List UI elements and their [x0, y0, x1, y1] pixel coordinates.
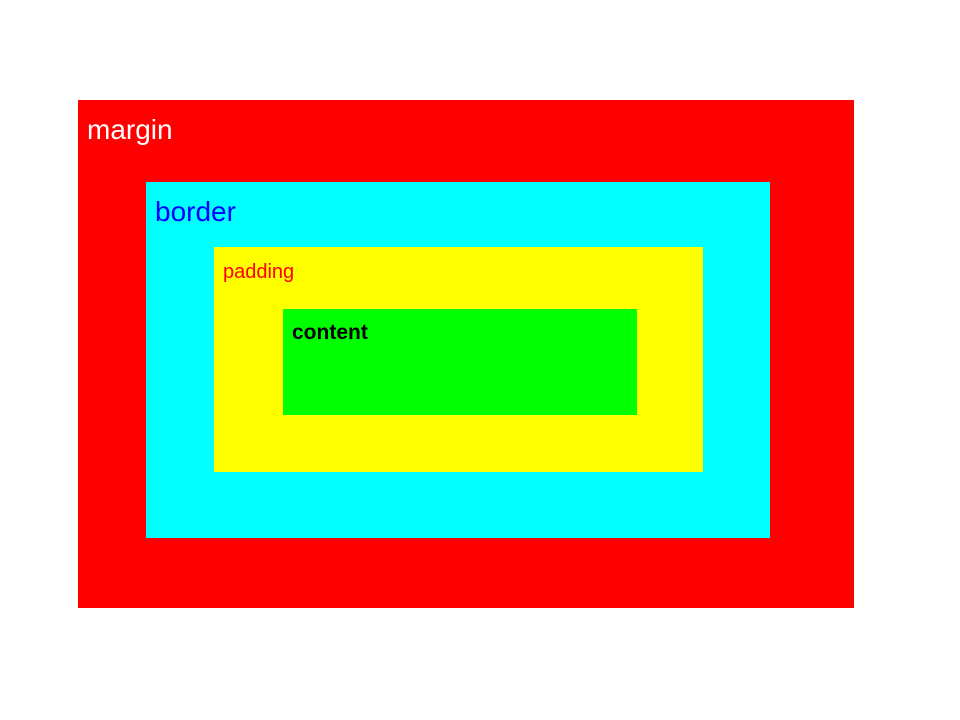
- margin-box: margin border padding content: [78, 100, 854, 608]
- border-box: border padding content: [146, 182, 770, 538]
- content-label: content: [292, 321, 368, 344]
- margin-label: margin: [87, 114, 173, 145]
- content-box: content: [283, 309, 637, 415]
- border-label: border: [155, 196, 236, 227]
- padding-label: padding: [223, 261, 295, 283]
- padding-box: padding content: [214, 247, 703, 472]
